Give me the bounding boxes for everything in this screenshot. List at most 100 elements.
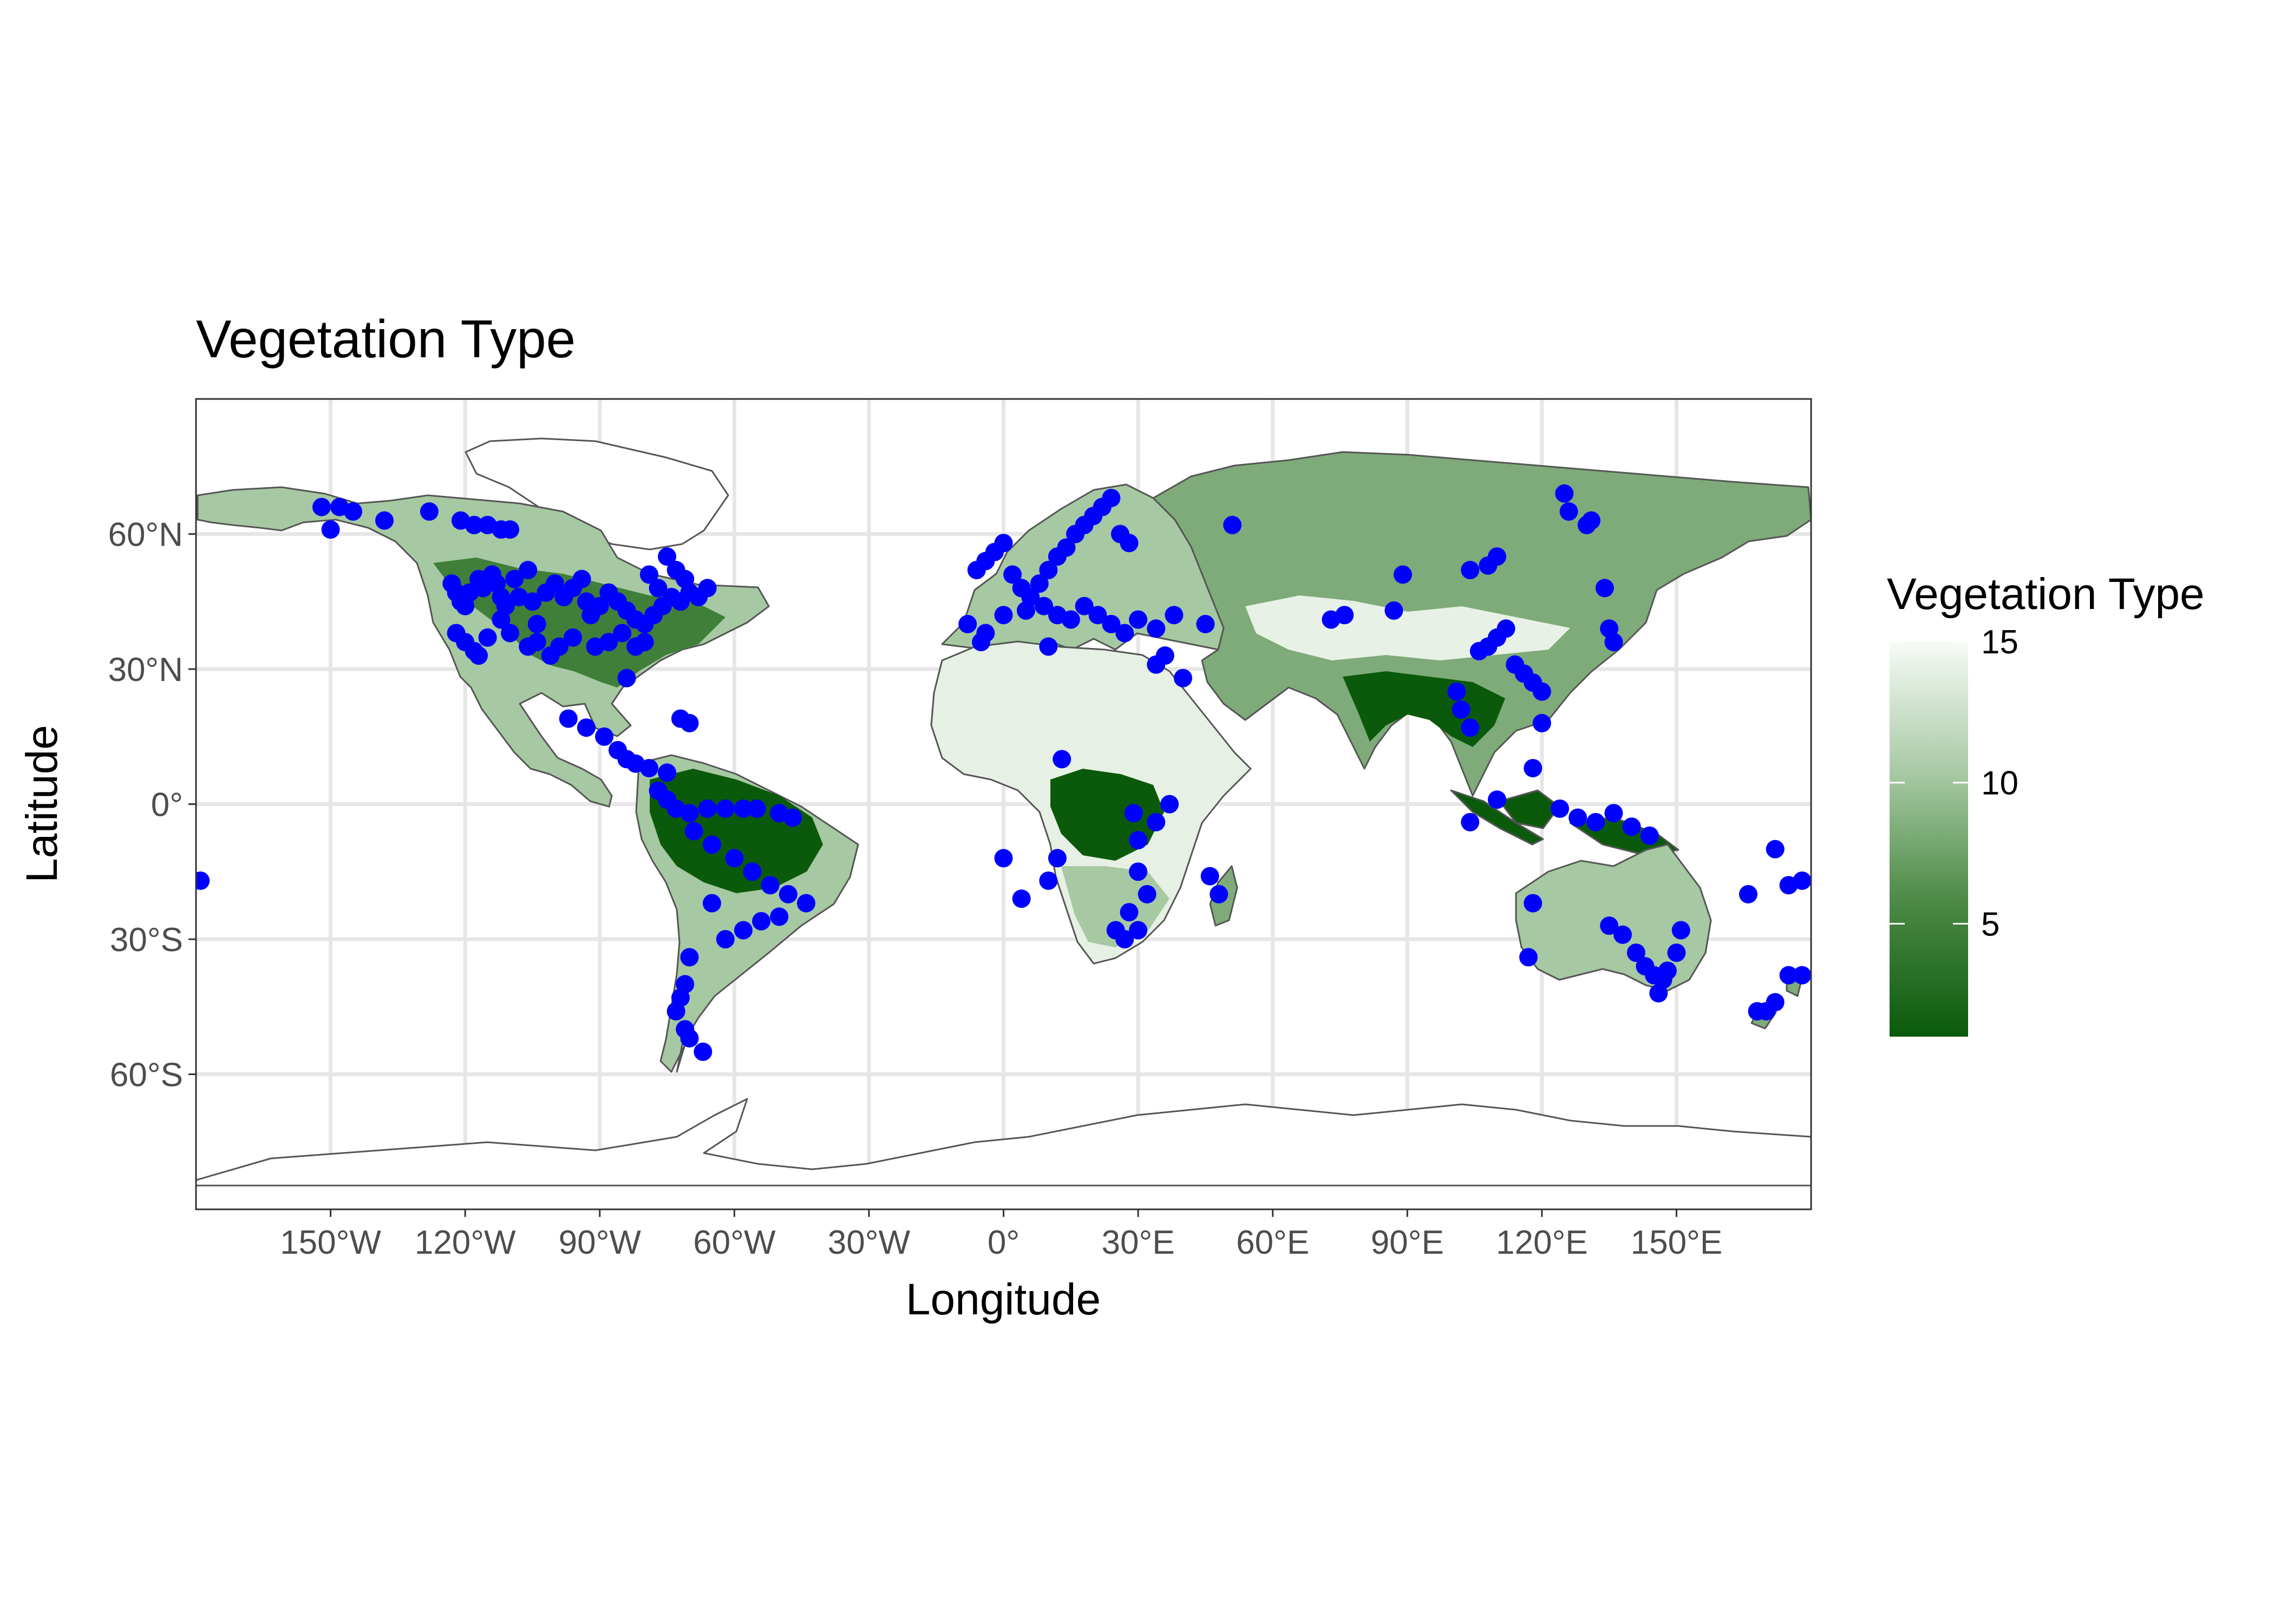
observation-point-70 bbox=[617, 669, 636, 687]
observation-point-84 bbox=[680, 804, 699, 823]
observation-point-159 bbox=[1138, 885, 1156, 903]
legend-tick-label-1: 10 bbox=[1981, 765, 2018, 802]
observation-point-211 bbox=[1671, 921, 1690, 940]
observation-point-212 bbox=[1649, 984, 1668, 1003]
observation-point-200 bbox=[1461, 813, 1480, 831]
observation-point-25 bbox=[519, 561, 538, 580]
observation-point-3 bbox=[344, 502, 363, 521]
observation-point-130 bbox=[994, 606, 1013, 625]
observation-point-139 bbox=[1129, 610, 1148, 629]
observation-point-163 bbox=[1129, 921, 1148, 940]
observation-point-186 bbox=[1559, 502, 1578, 521]
observation-point-213 bbox=[1766, 840, 1785, 859]
observation-point-132 bbox=[1035, 597, 1054, 615]
observation-point-192 bbox=[1487, 790, 1506, 809]
observation-point-11 bbox=[501, 520, 520, 539]
observation-point-117 bbox=[1030, 574, 1049, 593]
observation-point-63 bbox=[501, 624, 520, 643]
x-tick-label-9: 120°E bbox=[1496, 1224, 1588, 1261]
observation-point-100 bbox=[734, 921, 753, 940]
observation-point-86 bbox=[716, 799, 735, 818]
observation-point-118 bbox=[1039, 561, 1058, 580]
observation-point-54 bbox=[626, 637, 645, 656]
observation-point-151 bbox=[1039, 871, 1058, 890]
observation-point-180 bbox=[1532, 682, 1551, 701]
observation-point-65 bbox=[478, 628, 497, 647]
y-axis-ticks: 60°N 30°N 0° 30°S 60°S bbox=[108, 516, 196, 1094]
observation-point-87 bbox=[734, 799, 753, 818]
observation-point-221 bbox=[1748, 1002, 1767, 1021]
observation-point-1 bbox=[312, 497, 331, 516]
observation-point-120 bbox=[1057, 538, 1076, 557]
observation-point-164 bbox=[1210, 885, 1229, 903]
observation-point-0 bbox=[196, 871, 210, 890]
observation-point-29 bbox=[545, 574, 564, 593]
observation-point-162 bbox=[1115, 930, 1134, 948]
observation-point-193 bbox=[1524, 758, 1543, 777]
observation-point-201 bbox=[1524, 894, 1543, 913]
observation-point-188 bbox=[1582, 511, 1600, 530]
observation-point-171 bbox=[1452, 700, 1471, 719]
observation-point-147 bbox=[1155, 646, 1174, 665]
observation-point-98 bbox=[770, 907, 789, 926]
observation-point-91 bbox=[684, 822, 703, 841]
legend-ticks: 15 10 5 bbox=[1890, 624, 2018, 943]
observation-point-189 bbox=[1595, 579, 1614, 598]
observation-point-48 bbox=[658, 547, 677, 566]
observation-point-143 bbox=[1223, 515, 1242, 534]
observation-point-125 bbox=[1102, 488, 1121, 507]
observation-point-191 bbox=[1604, 633, 1623, 652]
observation-point-68 bbox=[447, 624, 466, 643]
observation-point-64 bbox=[492, 610, 511, 629]
observation-point-26 bbox=[523, 592, 542, 611]
observation-point-218 bbox=[1766, 993, 1785, 1012]
observation-point-113 bbox=[994, 534, 1013, 553]
observation-point-32 bbox=[572, 569, 591, 588]
x-tick-label-0: 150°W bbox=[280, 1224, 381, 1261]
observation-point-58 bbox=[564, 628, 583, 647]
observation-point-216 bbox=[1793, 871, 1811, 890]
observation-point-144 bbox=[972, 633, 991, 652]
observation-point-197 bbox=[1604, 804, 1623, 823]
x-tick-label-8: 90°E bbox=[1371, 1224, 1444, 1261]
observation-point-209 bbox=[1658, 961, 1677, 980]
observation-point-95 bbox=[761, 876, 780, 895]
observation-point-55 bbox=[613, 624, 632, 643]
x-tick-label-4: 30°W bbox=[828, 1224, 911, 1261]
observation-point-136 bbox=[1088, 606, 1107, 625]
observation-point-181 bbox=[1461, 561, 1480, 580]
observation-points bbox=[196, 484, 1811, 1061]
observation-point-92 bbox=[702, 835, 721, 854]
observation-point-199 bbox=[1640, 826, 1659, 845]
north-america-land bbox=[197, 486, 770, 808]
observation-point-214 bbox=[1739, 885, 1757, 903]
observation-point-96 bbox=[779, 885, 798, 903]
observation-point-204 bbox=[1613, 925, 1632, 944]
amazon-forest bbox=[650, 769, 823, 893]
observation-point-158 bbox=[1129, 862, 1148, 881]
observation-point-142 bbox=[1196, 614, 1215, 633]
observation-point-102 bbox=[702, 894, 721, 913]
observation-point-6 bbox=[420, 502, 439, 521]
observation-point-4 bbox=[321, 520, 340, 539]
observation-point-108 bbox=[680, 1029, 699, 1047]
observation-point-169 bbox=[1393, 565, 1412, 584]
observation-point-51 bbox=[639, 565, 658, 584]
observation-point-195 bbox=[1569, 808, 1587, 827]
observation-point-114 bbox=[1003, 565, 1022, 584]
y-tick-label-3: 30°S bbox=[110, 921, 183, 959]
y-tick-label-4: 60°S bbox=[110, 1057, 183, 1094]
observation-point-50 bbox=[676, 569, 695, 588]
x-tick-label-6: 30°E bbox=[1102, 1224, 1175, 1261]
x-tick-label-3: 60°W bbox=[693, 1224, 776, 1261]
observation-point-78 bbox=[658, 763, 677, 782]
observation-point-203 bbox=[1600, 916, 1619, 935]
observation-point-5 bbox=[375, 511, 394, 530]
observation-point-8 bbox=[465, 515, 483, 534]
observation-point-141 bbox=[1165, 606, 1184, 625]
observation-point-140 bbox=[1147, 619, 1166, 638]
observation-point-153 bbox=[1053, 750, 1071, 769]
observation-point-168 bbox=[1384, 601, 1403, 620]
observation-point-149 bbox=[994, 849, 1013, 868]
